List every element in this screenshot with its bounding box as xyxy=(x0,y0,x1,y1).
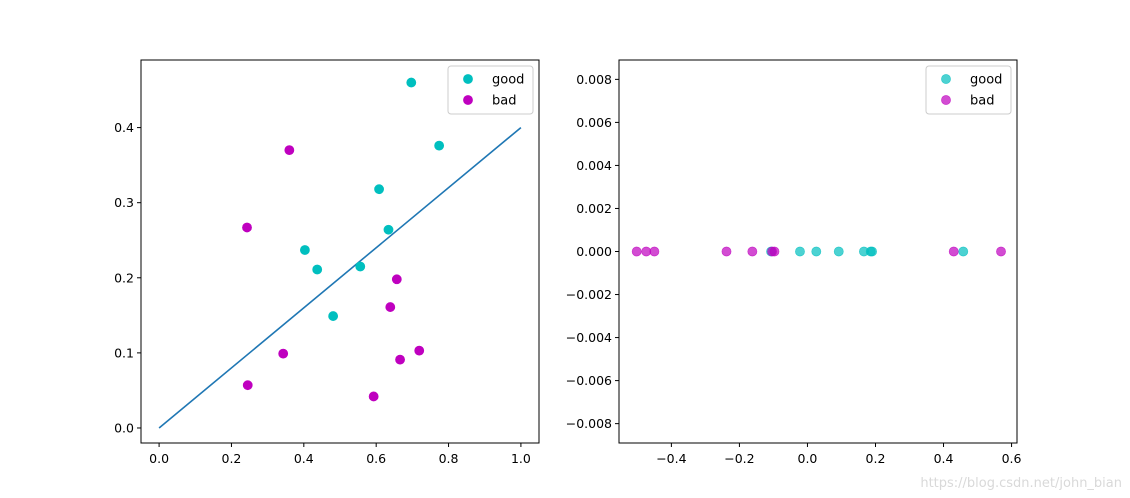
y-tick-label: −0.002 xyxy=(566,287,612,302)
point-good xyxy=(374,184,384,195)
point-bad xyxy=(284,145,295,156)
x-tick-label: 0.8 xyxy=(439,451,459,466)
legend-marker-good xyxy=(941,74,951,84)
legend-marker-bad xyxy=(941,95,951,105)
y-tick-label: 0.2 xyxy=(114,270,134,285)
x-tick-label: 0.2 xyxy=(222,451,242,466)
point-bad xyxy=(769,246,780,257)
x-tick-label: 0.0 xyxy=(798,451,818,466)
y-tick-label: 0.000 xyxy=(576,244,612,259)
point-good xyxy=(312,264,323,275)
point-good xyxy=(958,246,969,257)
point-good xyxy=(795,246,805,257)
point-good xyxy=(383,224,394,235)
y-tick-label: 0.006 xyxy=(576,115,612,130)
point-good xyxy=(328,311,339,321)
legend-label-bad: bad xyxy=(970,94,994,109)
x-tick-label: −0.4 xyxy=(656,451,686,466)
point-bad xyxy=(368,391,379,402)
y-tick-label: 0.3 xyxy=(114,195,134,210)
legend-label-good: good xyxy=(492,73,524,88)
x-tick-label: 1.0 xyxy=(511,451,531,466)
watermark-text: https://blog.csdn.net/john_bian xyxy=(920,476,1122,491)
point-bad xyxy=(414,345,425,356)
point-bad xyxy=(242,380,253,391)
legend: good bad xyxy=(925,65,1012,115)
point-good xyxy=(867,246,877,257)
legend-label-good: good xyxy=(970,73,1002,88)
point-bad xyxy=(395,354,405,365)
point-good xyxy=(811,246,822,257)
point-bad xyxy=(242,222,252,233)
y-tick-label: 0.008 xyxy=(576,72,612,87)
x-tick-label: 0.4 xyxy=(294,451,314,466)
point-good xyxy=(300,245,310,255)
point-bad xyxy=(391,274,402,285)
point-bad xyxy=(641,246,652,257)
x-tick-label: 0.6 xyxy=(1002,451,1022,466)
axes-frame xyxy=(140,59,540,444)
point-bad xyxy=(385,302,396,312)
point-bad xyxy=(996,246,1006,257)
legend-marker-good xyxy=(463,74,473,84)
point-good xyxy=(434,140,445,151)
y-tick-label: −0.004 xyxy=(566,330,612,345)
point-good xyxy=(833,246,844,257)
y-tick-label: 0.002 xyxy=(576,201,612,216)
y-tick-label: 0.0 xyxy=(114,420,134,435)
point-bad xyxy=(278,348,289,359)
point-bad xyxy=(948,246,959,257)
right-scatter-plot: −0.4 −0.2 0.0 0.2 0.4 0.6 −0.008 −0.006 −0.004 −0… xyxy=(566,59,1022,466)
y-tick-label: 0.4 xyxy=(114,120,134,135)
x-tick-label: −0.2 xyxy=(724,451,754,466)
point-good xyxy=(406,77,417,88)
legend: good bad xyxy=(447,65,534,115)
fit-line xyxy=(158,126,522,429)
legend-label-bad: bad xyxy=(492,94,516,109)
legend-marker-bad xyxy=(463,95,473,105)
x-tick-label: 0.2 xyxy=(866,451,886,466)
y-tick-label: 0.004 xyxy=(576,158,612,173)
point-good xyxy=(355,261,366,272)
y-tick-label: 0.1 xyxy=(114,345,134,360)
y-tick-label: −0.006 xyxy=(566,373,612,388)
x-tick-label: 0.4 xyxy=(934,451,954,466)
x-tick-label: 0.6 xyxy=(366,451,386,466)
point-bad xyxy=(747,246,758,257)
point-bad xyxy=(649,246,660,257)
y-tick-label: −0.008 xyxy=(566,416,612,431)
x-tick-label: 0.0 xyxy=(149,451,169,466)
left-scatter-plot: 0.0 0.2 0.4 0.6 0.8 1.0 0.0 0.1 0.2 0.3 0.4 good bad xyxy=(114,59,540,466)
point-bad xyxy=(721,246,732,257)
point-bad xyxy=(631,246,642,257)
